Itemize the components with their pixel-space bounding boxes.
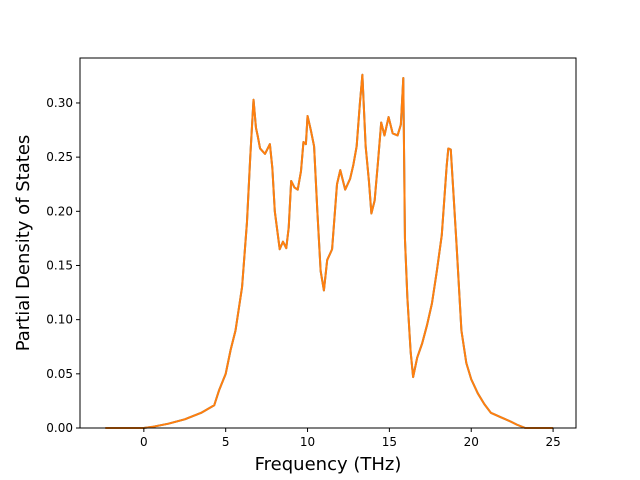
x-tick-label: 10 [300, 435, 315, 449]
x-tick-label: 5 [222, 435, 230, 449]
x-tick-label: 20 [464, 435, 479, 449]
x-tick-label: 15 [382, 435, 397, 449]
y-tick-label: 0.05 [46, 367, 73, 381]
series-layer [105, 73, 554, 429]
x-tick-label: 25 [545, 435, 560, 449]
y-tick-label: 0.15 [46, 258, 73, 272]
y-tick-label: 0.25 [46, 150, 73, 164]
y-tick-label: 0.30 [46, 96, 73, 110]
series-line-2 [105, 73, 554, 429]
plot-area [80, 58, 576, 428]
y-tick-label: 0.20 [46, 204, 73, 218]
x-axis-ticks: 0 5 10 15 20 25 [140, 428, 561, 449]
y-axis-ticks: 0.00 0.05 0.10 0.15 0.20 0.25 0.30 [46, 96, 80, 435]
x-axis-label: Frequency (THz) [255, 454, 402, 475]
y-axis-label: Partial Density of States [13, 135, 34, 352]
y-tick-label: 0.00 [46, 421, 73, 435]
x-tick-label: 0 [140, 435, 148, 449]
y-tick-label: 0.10 [46, 313, 73, 327]
plot-frame [79, 57, 577, 429]
